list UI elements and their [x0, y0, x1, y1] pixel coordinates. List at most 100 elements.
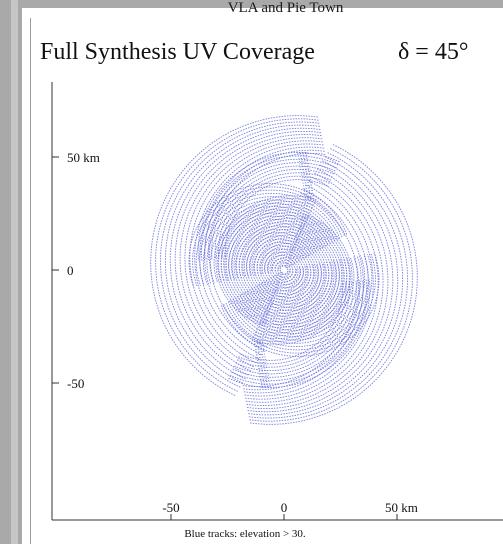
uv-track-outer	[246, 164, 394, 410]
uv-track-inner	[261, 230, 332, 323]
uv-track-inner	[234, 256, 358, 338]
uv-track-segment	[302, 184, 313, 187]
uv-track-inner	[233, 214, 309, 312]
uv-track-segment	[258, 367, 268, 369]
uv-track-inner	[230, 212, 310, 315]
uv-track-inner	[228, 209, 311, 317]
uv-track-segment	[254, 345, 264, 348]
uv-track-mid	[201, 155, 339, 261]
y-tick-label: 50 km	[67, 150, 100, 165]
uv-track-inner	[269, 254, 291, 283]
window-frame-left-inner	[11, 0, 18, 544]
uv-track-mid	[232, 280, 361, 378]
uv-track-inner	[266, 251, 293, 285]
uv-track-segment	[301, 173, 311, 176]
uv-track-inner	[265, 264, 312, 295]
uv-track-inner	[278, 260, 296, 283]
chart-title: Full Synthesis UV Coverage	[40, 39, 315, 65]
uv-track-segment	[256, 356, 266, 359]
uv-track-inner	[206, 199, 336, 285]
chart-footnote: Blue tracks: elevation > 30.	[184, 528, 306, 540]
uv-track-inner	[272, 266, 301, 286]
uv-track-inner	[258, 262, 323, 305]
uv-track-inner	[223, 253, 376, 354]
uv-track-outer	[179, 134, 322, 372]
y-tick-label: -50	[67, 376, 84, 391]
uv-track-inner	[230, 255, 366, 344]
uv-track-inner	[272, 257, 290, 280]
uv-track-outer	[150, 115, 319, 397]
uv-track-outer	[169, 127, 321, 380]
chart-supertitle: VLA and Pie Town	[227, 0, 344, 16]
uv-track-inner	[268, 242, 317, 306]
uv-track-mid	[224, 179, 329, 259]
uv-track-inner	[253, 217, 348, 340]
uv-track-inner	[264, 236, 325, 314]
uv-track-inner	[210, 202, 334, 284]
uv-track-inner	[259, 243, 296, 291]
uv-tracks	[150, 115, 418, 425]
uv-track-inner	[277, 262, 288, 276]
uv-track-outer	[199, 146, 325, 356]
uv-track-mid	[235, 280, 354, 372]
uv-track-segment	[259, 372, 269, 375]
uv-track-inner	[267, 240, 320, 309]
uv-track-inner	[261, 245, 295, 289]
uv-track-segment	[297, 152, 307, 154]
uv-track-outer	[247, 160, 399, 413]
x-tick-label: -50	[162, 500, 179, 515]
uv-track-segment	[300, 168, 310, 171]
uv-track-mid	[197, 152, 340, 261]
uv-track-inner	[246, 228, 302, 302]
figure-panel	[22, 8, 503, 544]
uv-track-inner	[251, 234, 300, 298]
x-tick-label: 50 km	[385, 500, 418, 515]
uv-track-inner	[218, 198, 316, 325]
uv-track-inner	[274, 253, 304, 292]
uv-track-inner	[215, 195, 317, 327]
uv-track-inner	[263, 234, 327, 317]
uv-track-segment	[259, 378, 270, 380]
uv-track-outer	[246, 168, 389, 406]
uv-track-segment	[303, 187, 313, 190]
uv-track-inner	[266, 238, 322, 312]
axis-ticks: -50 0 50 km 50 km 0 -50	[52, 150, 418, 520]
uv-track-inner	[256, 221, 343, 334]
uv-track-inner	[256, 240, 297, 293]
uv-track-inner	[281, 266, 289, 275]
uv-track-segment	[255, 348, 265, 351]
uv-track-segment	[254, 342, 264, 345]
uv-track-outer	[208, 152, 326, 348]
uv-track-inner	[225, 206, 312, 319]
uv-track-outer	[194, 143, 324, 360]
uv-track-outer	[184, 137, 323, 368]
uv-track-outer	[243, 184, 369, 394]
uv-track-inner	[202, 196, 338, 285]
uv-track-segment	[305, 198, 315, 200]
uv-track-mid	[239, 281, 344, 361]
uv-track-inner	[242, 258, 348, 328]
uv-track-segment	[301, 176, 311, 179]
uv-track-inner	[279, 265, 287, 274]
uv-track-inner	[254, 237, 299, 295]
uv-track-outer	[249, 143, 418, 425]
uv-track-inner	[257, 223, 340, 331]
uv-track-segment	[255, 353, 266, 356]
uv-track-segment	[261, 386, 271, 388]
uv-track-segment	[304, 192, 314, 195]
panel-divider	[30, 18, 31, 544]
uv-track-mid	[236, 281, 350, 368]
window-frame-top	[0, 0, 503, 8]
uv-track-segment	[304, 195, 314, 198]
uv-track-segment	[298, 157, 308, 160]
uv-track-outer	[245, 172, 384, 403]
uv-track-mid	[229, 279, 367, 385]
uv-track-inner	[238, 220, 306, 308]
uv-track-segment	[257, 361, 267, 364]
uv-track-inner	[232, 255, 362, 341]
uv-track-inner	[256, 245, 303, 276]
uv-track-inner	[192, 186, 345, 287]
uv-track-inner	[235, 225, 317, 279]
uv-track-segment	[299, 165, 309, 168]
